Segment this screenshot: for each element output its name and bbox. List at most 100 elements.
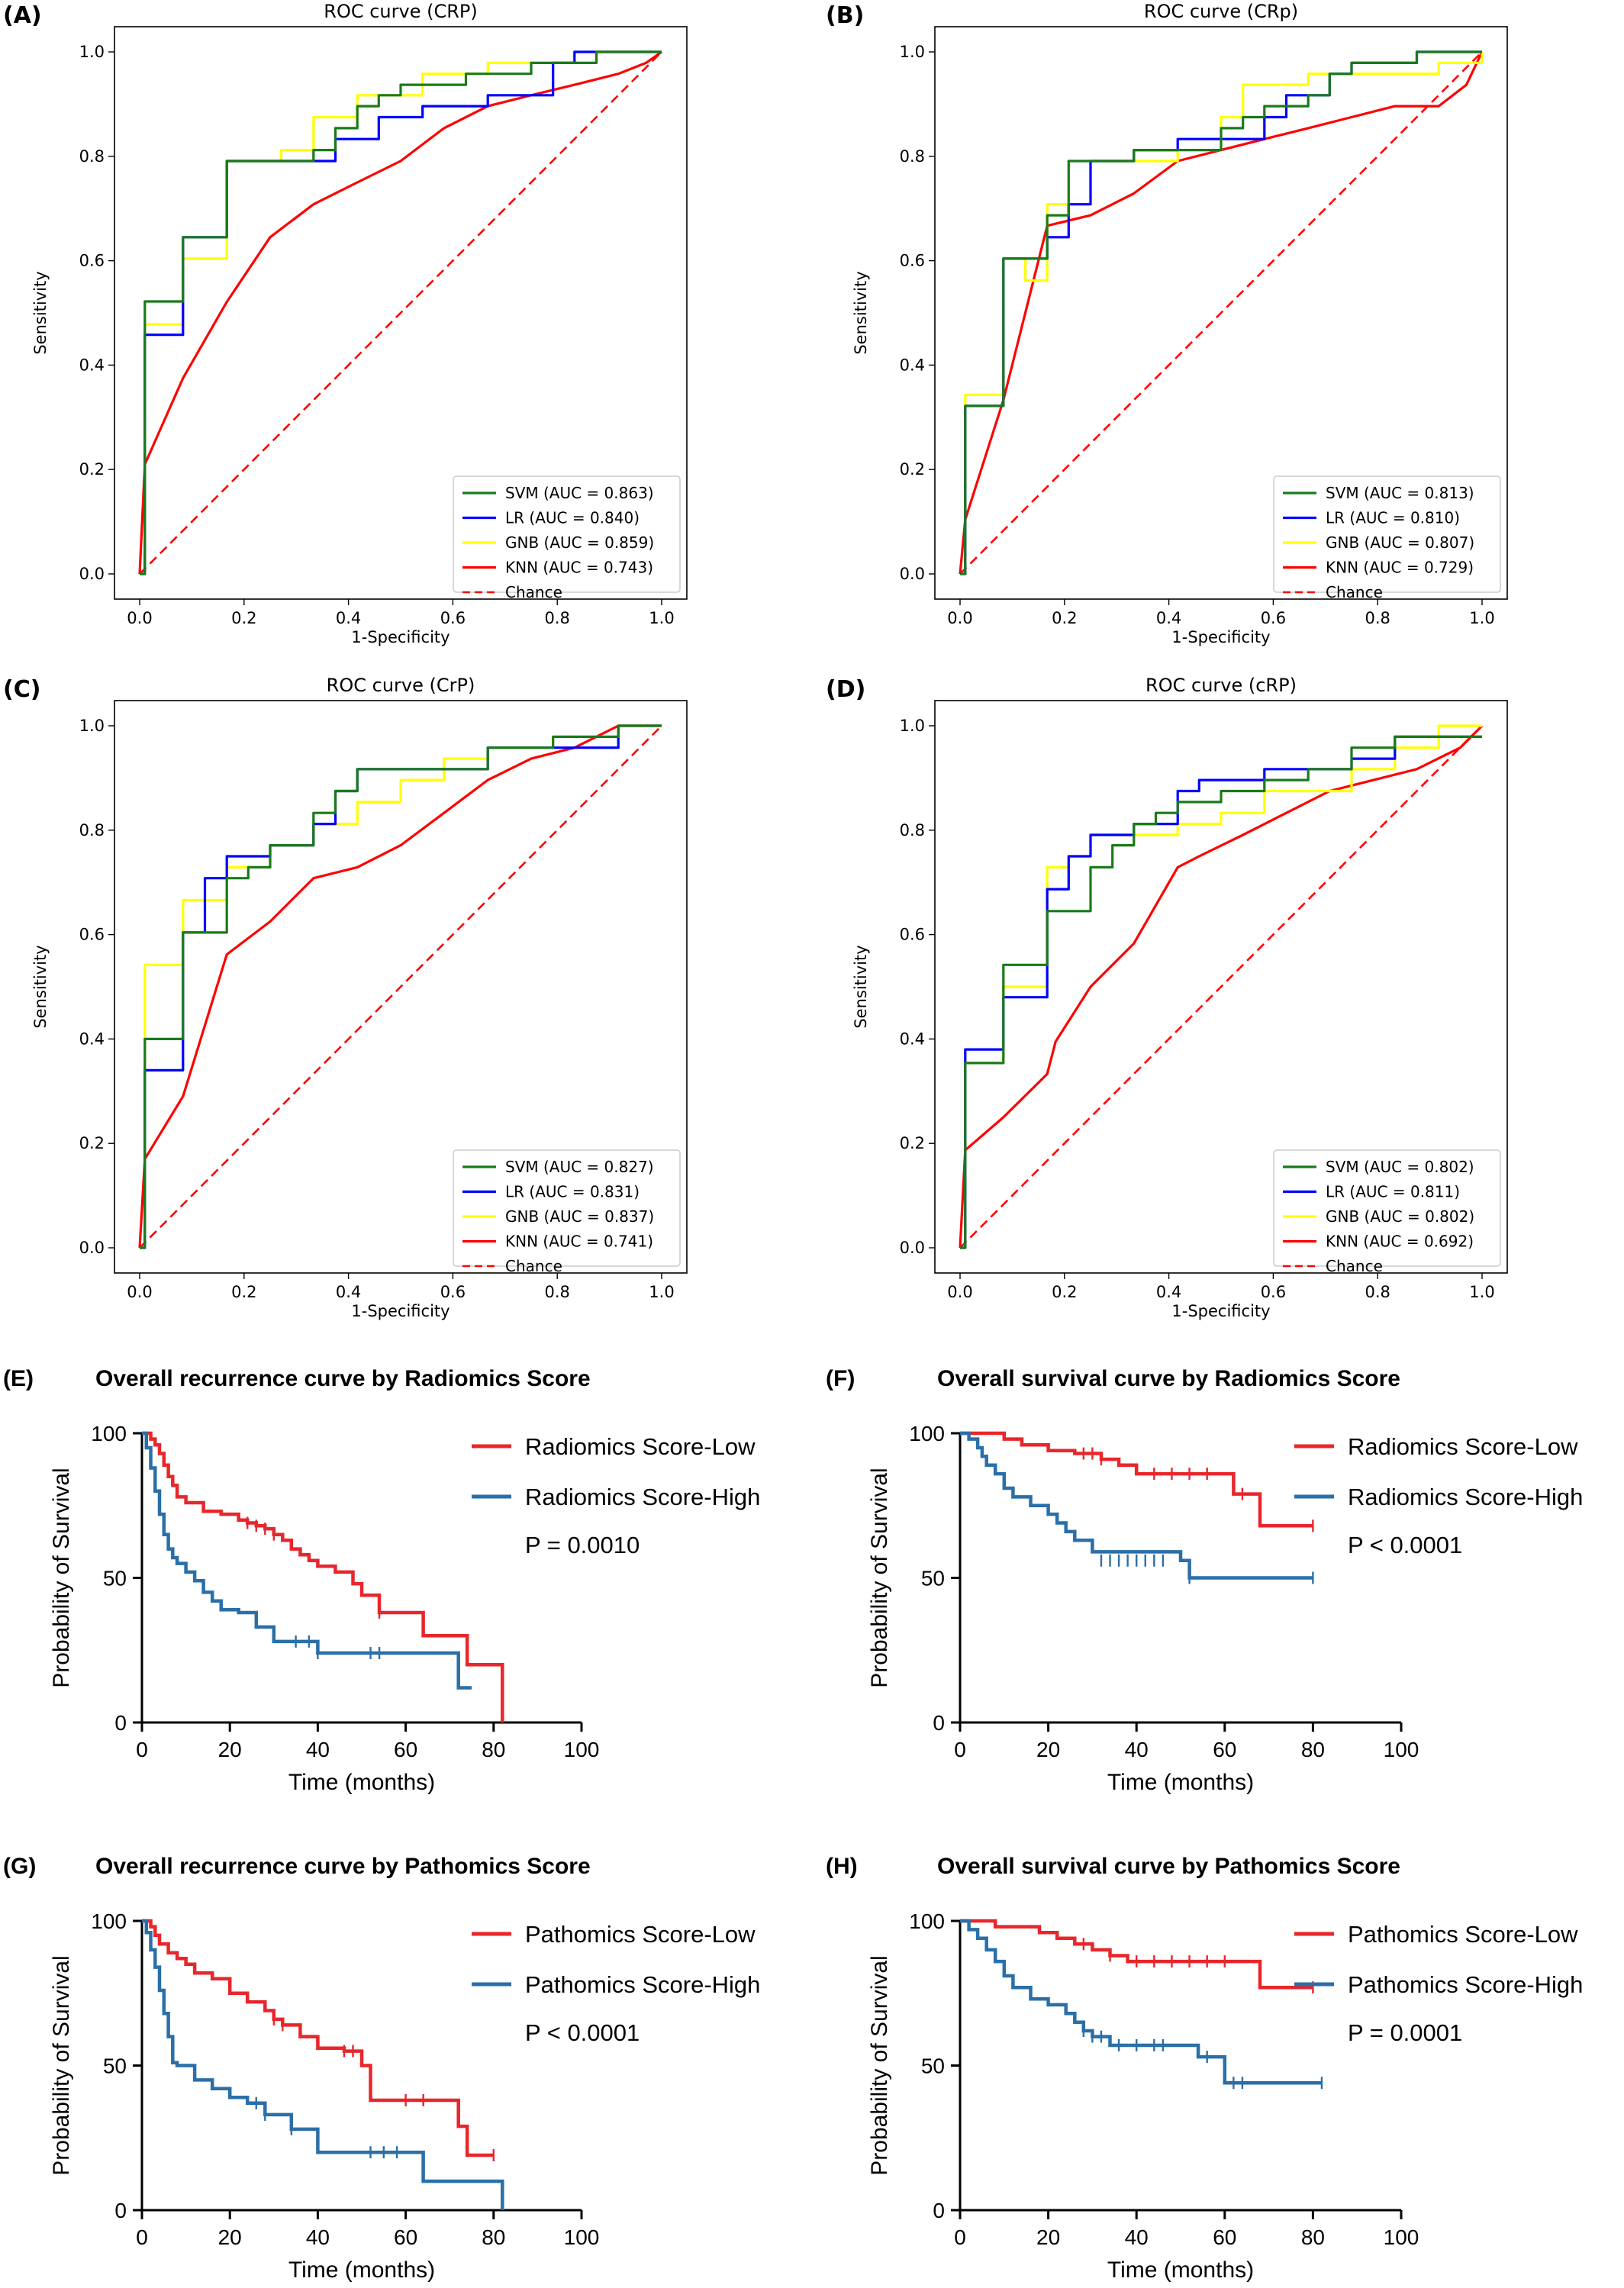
legend-entry: KNN (AUC = 0.743) — [505, 559, 653, 577]
legend: SVM (AUC = 0.802) LR (AUC = 0.811) GNB (AU… — [1273, 1149, 1501, 1275]
y-tick-label: 0.8 — [900, 821, 925, 839]
y-tick-label: 0 — [933, 2199, 945, 2222]
series-chance-line — [139, 51, 662, 575]
legend-entry: LR (AUC = 0.831) — [505, 1183, 640, 1201]
legend-entry: Chance — [505, 1257, 562, 1275]
x-tick-label: 20 — [218, 2225, 242, 2249]
x-tick-label: 60 — [394, 1738, 417, 1761]
km-low-curve — [142, 1919, 494, 2157]
legend-entry: LR (AUC = 0.840) — [505, 509, 640, 527]
x-tick-label: 40 — [306, 2225, 330, 2249]
legend-box — [1273, 475, 1501, 593]
x-tick-label: 0.4 — [1156, 609, 1181, 627]
x-tick-label: 1.0 — [649, 1283, 674, 1301]
x-tick-label: 60 — [394, 2225, 417, 2249]
x-tick-label: 0.2 — [231, 1283, 256, 1301]
y-tick-label: 0.0 — [79, 565, 105, 583]
km-panel-h: (H) Overall survival curve by Pathomics S… — [826, 1854, 1583, 2283]
x-axis-label: Time (months) — [1107, 1770, 1254, 1795]
y-tick-label: 1.0 — [900, 717, 925, 735]
x-tick-label: 100 — [1384, 1738, 1419, 1761]
y-tick-label: 0.2 — [900, 1134, 925, 1152]
x-tick-label: 0.4 — [336, 609, 361, 627]
x-tick-label: 1.0 — [1469, 609, 1494, 627]
x-tick-label: 60 — [1213, 2225, 1236, 2249]
x-tick-label: 100 — [564, 1738, 600, 1761]
y-tick-label: 0.6 — [79, 252, 105, 270]
y-tick-label: 0.0 — [900, 1239, 925, 1257]
x-tick-label: 0.8 — [1365, 1283, 1390, 1301]
x-axis-label: 1-Specificity — [1171, 1302, 1270, 1320]
chart-title: ROC curve (cRP) — [1146, 675, 1297, 696]
legend-entry: GNB (AUC = 0.837) — [505, 1207, 654, 1226]
x-tick-label: 100 — [564, 2225, 600, 2249]
x-tick-label: 0.2 — [1052, 609, 1077, 627]
y-tick-label: 0 — [114, 2199, 127, 2222]
x-tick-label: 20 — [1036, 1738, 1060, 1761]
x-tick-label: 0.8 — [544, 1283, 569, 1301]
x-tick-label: 40 — [306, 1738, 330, 1761]
x-tick-label: 20 — [1036, 2225, 1060, 2249]
x-tick-label: 0.8 — [1365, 609, 1390, 627]
legend-entry: Radiomics Score-High — [525, 1484, 760, 1510]
x-tick-label: 0.0 — [127, 1283, 152, 1301]
x-axis-label: Time (months) — [1107, 2257, 1254, 2283]
series-svm-line — [960, 50, 1482, 575]
p-value-annotation: P = 0.0010 — [525, 1532, 640, 1558]
km-panel-f: (F) Overall survival curve by Radiomics S… — [826, 1366, 1583, 1795]
y-tick-label: 0.0 — [79, 1239, 105, 1257]
x-tick-label: 0.8 — [544, 609, 569, 627]
y-tick-label: 0.8 — [79, 147, 105, 166]
y-tick-label: 50 — [103, 2054, 127, 2078]
legend-entry: SVM (AUC = 0.863) — [505, 484, 654, 502]
x-tick-label: 40 — [1125, 2225, 1149, 2249]
roc-panel-d: (D) ROC curve (cRP) 0.0 0.2 0.4 0.6 0.8 1.0 0.0 0… — [826, 675, 1508, 1320]
y-axis-label: Sensitivity — [31, 945, 50, 1028]
x-tick-label: 20 — [218, 1738, 242, 1761]
y-tick-label: 100 — [909, 1909, 945, 1933]
x-tick-label: 0 — [136, 1738, 148, 1761]
x-tick-label: 0.0 — [947, 1283, 972, 1301]
x-tick-label: 0.6 — [440, 609, 466, 627]
km-high-curve — [142, 1919, 504, 2210]
x-tick-label: 80 — [482, 2225, 505, 2249]
chart-title: Overall recurrence curve by Radiomics Sc… — [95, 1366, 591, 1391]
roc-panel-a: (A) ROC curve (CRP) 0.0 0.2 0.4 0.6 0.8 1.0 0.0 0… — [3, 1, 688, 646]
x-axis-label: 1-Specificity — [1171, 628, 1270, 646]
x-tick-label: 100 — [1384, 2225, 1419, 2249]
y-tick-label: 0.2 — [79, 1134, 105, 1152]
legend-entry: Pathomics Score-Low — [1348, 1921, 1578, 1948]
km-panel-g: (G) Overall recurrence curve by Pathomics… — [3, 1854, 760, 2283]
x-axis-label: 1-Specificity — [351, 1302, 450, 1320]
y-tick-label: 0.8 — [900, 147, 925, 166]
panel-label: (H) — [826, 1854, 858, 1879]
legend-entry: Pathomics Score-High — [1348, 1971, 1583, 1998]
panel-label: (E) — [3, 1366, 34, 1391]
y-tick-label: 100 — [91, 1909, 127, 1933]
legend-entry: Chance — [1326, 1257, 1383, 1275]
panel-label: (F) — [826, 1366, 855, 1391]
y-tick-label: 1.0 — [900, 43, 925, 61]
legend-entry: GNB (AUC = 0.859) — [505, 533, 654, 552]
p-value-annotation: P < 0.0001 — [1348, 1532, 1462, 1558]
x-tick-label: 80 — [1301, 1738, 1325, 1761]
plot-frame — [114, 26, 688, 600]
x-axis-label: 1-Specificity — [351, 628, 450, 646]
legend-entry: Radiomics Score-High — [1348, 1484, 1583, 1510]
chart-title: ROC curve (CRp) — [1144, 1, 1298, 22]
x-tick-label: 0.6 — [440, 1283, 466, 1301]
legend-entry: KNN (AUC = 0.692) — [1326, 1233, 1474, 1251]
legend-box — [453, 475, 681, 593]
km-high-curve — [960, 1431, 1313, 1580]
x-tick-label: 0.4 — [336, 1283, 361, 1301]
y-axis-label: Probability of Survival — [49, 1955, 74, 2175]
legend-entry: Chance — [505, 583, 562, 601]
legend-entry: Pathomics Score-High — [525, 1971, 760, 1998]
x-tick-label: 0.6 — [1261, 1283, 1286, 1301]
y-tick-label: 100 — [91, 1422, 127, 1445]
x-tick-label: 80 — [1301, 2225, 1325, 2249]
x-tick-label: 0 — [136, 2225, 148, 2249]
legend-box — [453, 1149, 681, 1267]
legend-entry: SVM (AUC = 0.813) — [1326, 484, 1474, 502]
